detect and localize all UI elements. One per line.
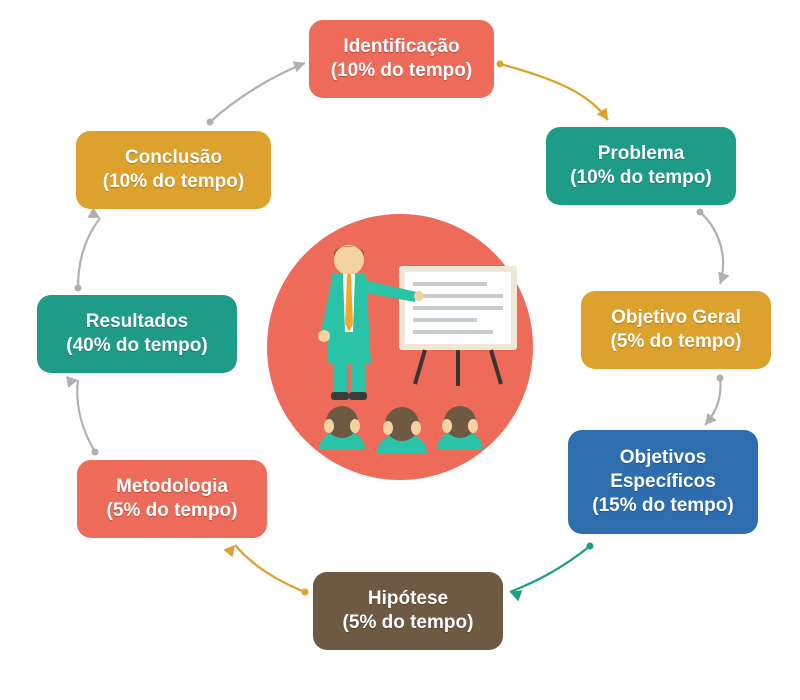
node-subtitle-2: (15% do tempo): [592, 494, 733, 518]
arrow-objetivos-especificos-to-hipotese: [510, 543, 594, 602]
node-subtitle: (5% do tempo): [107, 499, 238, 523]
node-resultados: Resultados(40% do tempo): [37, 295, 237, 373]
whiteboard-icon: [399, 266, 517, 386]
node-title: Metodologia: [116, 475, 228, 499]
node-subtitle: (40% do tempo): [66, 334, 207, 358]
node-title: Identificação: [343, 35, 459, 59]
node-subtitle: Específicos: [610, 470, 716, 494]
node-subtitle: (10% do tempo): [331, 59, 472, 83]
arrow-problema-to-objetivo-geral: [697, 209, 730, 285]
node-title: Objetivo Geral: [611, 306, 741, 330]
node-title: Resultados: [86, 310, 188, 334]
node-title: Objetivos: [620, 446, 707, 470]
node-title: Conclusão: [125, 146, 222, 170]
node-title: Problema: [598, 142, 685, 166]
arrow-resultados-to-conclusao: [75, 207, 101, 291]
node-subtitle: (10% do tempo): [570, 166, 711, 190]
node-objetivo-geral: Objetivo Geral(5% do tempo): [581, 291, 771, 369]
presenter-scene-svg: [267, 214, 533, 480]
audience-icon: [319, 406, 483, 454]
node-identificacao: Identificação(10% do tempo): [309, 20, 494, 98]
arrow-objetivo-geral-to-objetivos-especificos: [705, 375, 724, 426]
node-conclusao: Conclusão(10% do tempo): [76, 131, 271, 209]
node-objetivos-especificos: ObjetivosEspecíficos(15% do tempo): [568, 430, 758, 534]
center-illustration: [267, 214, 533, 480]
arrow-conclusao-to-identificacao: [207, 61, 306, 125]
arrow-identificacao-to-problema: [497, 61, 609, 121]
node-problema: Problema(10% do tempo): [546, 127, 736, 205]
arrow-hipotese-to-metodologia: [223, 545, 308, 596]
node-hipotese: Hipótese(5% do tempo): [313, 572, 503, 650]
node-title: Hipótese: [368, 587, 448, 611]
node-subtitle: (10% do tempo): [103, 170, 244, 194]
node-subtitle: (5% do tempo): [343, 611, 474, 635]
node-subtitle: (5% do tempo): [611, 330, 742, 354]
arrow-metodologia-to-resultados: [66, 376, 98, 455]
node-metodologia: Metodologia(5% do tempo): [77, 460, 267, 538]
